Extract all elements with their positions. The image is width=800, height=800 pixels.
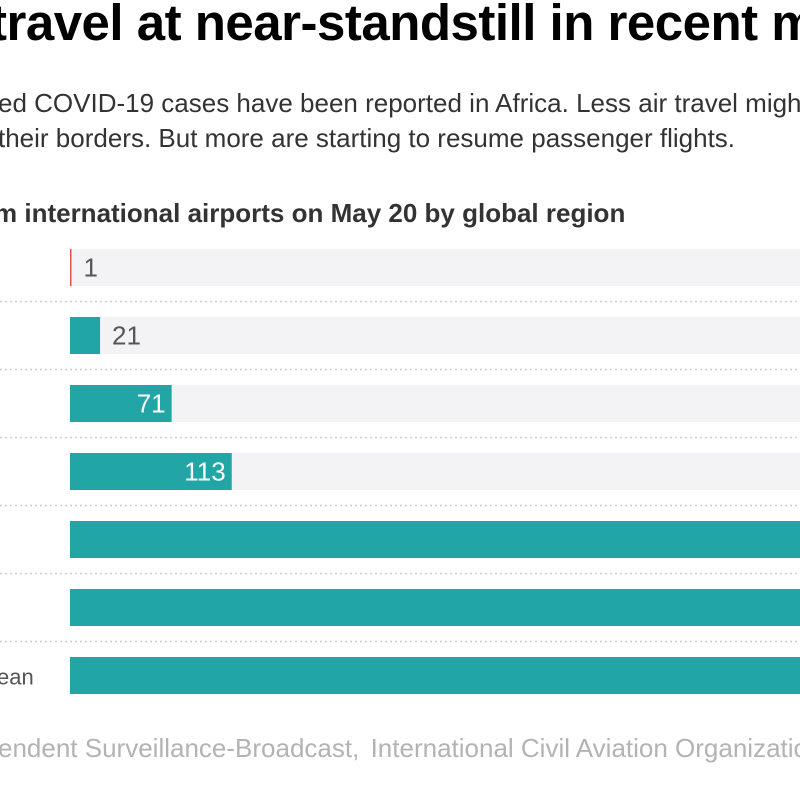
bar-track	[70, 249, 800, 286]
bar	[70, 249, 72, 286]
source-part-1: endent Surveillance-Broadcast	[0, 733, 353, 763]
subtitle-line: ed COVID-19 cases have been reported in …	[0, 88, 800, 118]
bar-value-label: 21	[112, 321, 141, 351]
bar	[70, 521, 800, 558]
source-separator: ,	[352, 733, 360, 763]
bar	[70, 317, 101, 354]
source-note: endent Surveillance-Broadcast, Internati…	[0, 733, 800, 764]
source-part-2: International Civil Aviation Organizatio…	[370, 733, 800, 763]
category-label: ean	[0, 665, 34, 690]
bar-track	[70, 317, 800, 354]
bar	[70, 589, 800, 626]
bar-track	[70, 385, 800, 422]
bar	[70, 385, 172, 422]
chart-title: m international airports on May 20 by gl…	[0, 198, 626, 228]
bar-value-label: 71	[137, 389, 166, 419]
bar-chart: 1 21 71 113 ean	[0, 249, 800, 694]
subtitle-line: their borders. But more are starting to …	[0, 123, 736, 153]
bar	[70, 657, 800, 694]
bar-value-label: 1	[84, 253, 98, 283]
page-title: travel at near-standstill in recent m	[0, 0, 800, 51]
bar	[70, 453, 232, 490]
bar-value-label: 113	[184, 457, 225, 487]
subtitle: ed COVID-19 cases have been reported in …	[0, 86, 800, 156]
